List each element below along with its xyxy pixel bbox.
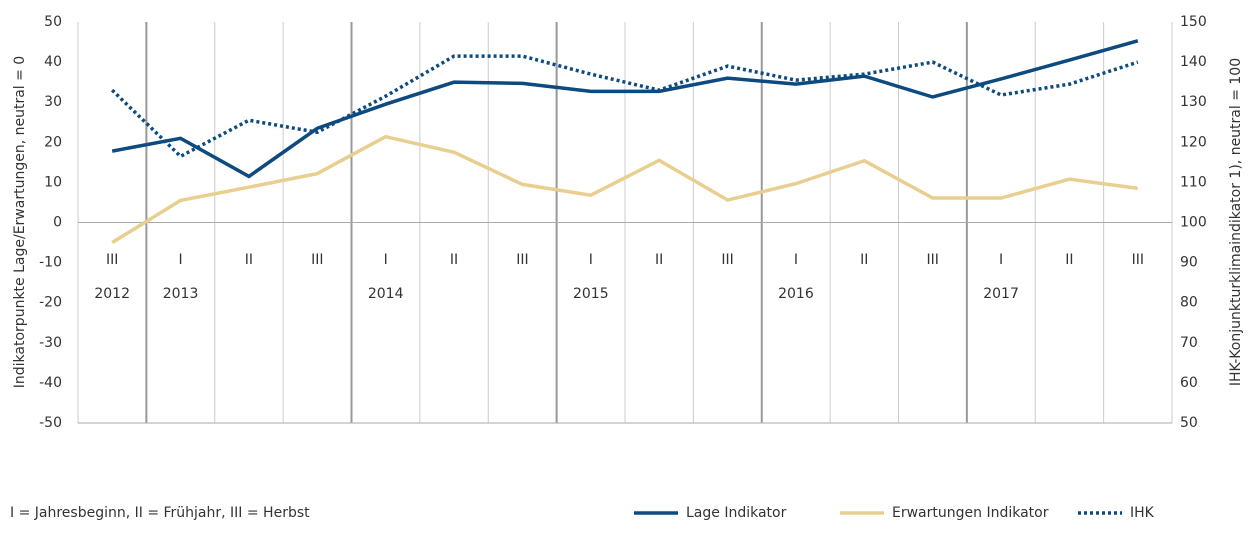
y-tick-label: 40	[44, 54, 62, 70]
y2-tick-label: 130	[1180, 94, 1207, 110]
y-tick-label: 0	[53, 215, 62, 231]
y2-tick-label: 120	[1180, 134, 1207, 150]
x-tick-label: III	[106, 252, 118, 268]
y-tick-label: 10	[44, 174, 62, 190]
y-tick-label: -20	[39, 295, 62, 311]
y2-tick-label: 50	[1180, 415, 1198, 431]
x-tick-label: I	[589, 252, 593, 268]
legend-label: IHK	[1130, 505, 1155, 521]
y2-tick-label: 70	[1180, 335, 1198, 351]
y-tick-label: -50	[39, 415, 62, 431]
y-tick-label: -10	[39, 255, 62, 271]
y2-tick-label: 80	[1180, 295, 1198, 311]
note: I = Jahresbeginn, II = Frühjahr, III = H…	[10, 505, 310, 521]
y2-tick-label: 140	[1180, 54, 1207, 70]
x-tick-label: III	[1132, 252, 1144, 268]
series-line	[111, 39, 1139, 179]
x-tick-label: II	[450, 252, 458, 268]
legend-label: Lage Indikator	[686, 505, 787, 521]
year-label: 2013	[163, 286, 199, 302]
x-tick-label: II	[245, 252, 253, 268]
x-tick-label: III	[516, 252, 528, 268]
x-tick-label: II	[860, 252, 868, 268]
y-tick-label: -40	[39, 375, 62, 391]
x-tick-label: I	[794, 252, 798, 268]
x-tick-label: II	[1065, 252, 1073, 268]
x-tick-label: III	[926, 252, 938, 268]
series-line	[110, 54, 1139, 159]
y-axis-label: Indikatorpunkte Lage/Erwartungen, neutra…	[12, 56, 28, 388]
x-tick-label: I	[384, 252, 388, 268]
year-label: 2014	[368, 286, 404, 302]
legend-label: Erwartungen Indikator	[892, 505, 1049, 521]
x-tick-label: II	[655, 252, 663, 268]
x-tick-label: III	[721, 252, 733, 268]
year-label: 2012	[94, 286, 130, 302]
y2-tick-label: 90	[1180, 255, 1198, 271]
year-label: 2017	[983, 286, 1019, 302]
x-tick-label: I	[999, 252, 1003, 268]
x-tick-label: I	[178, 252, 182, 268]
y-tick-label: -30	[39, 335, 62, 351]
y-tick-label: 50	[44, 14, 62, 30]
x-tick-label: III	[311, 252, 323, 268]
y-tick-label: 30	[44, 94, 62, 110]
y2-tick-label: 100	[1180, 215, 1207, 231]
y2-tick-label: 60	[1180, 375, 1198, 391]
y-tick-label: 20	[44, 134, 62, 150]
year-label: 2015	[573, 286, 609, 302]
y2-tick-label: 110	[1180, 174, 1207, 190]
y2-axis-label: IHK-Konjunkturklimaindikator 1), neutral…	[1228, 58, 1244, 386]
year-label: 2016	[778, 286, 814, 302]
series-line	[111, 134, 1139, 245]
y2-tick-label: 150	[1180, 14, 1207, 30]
